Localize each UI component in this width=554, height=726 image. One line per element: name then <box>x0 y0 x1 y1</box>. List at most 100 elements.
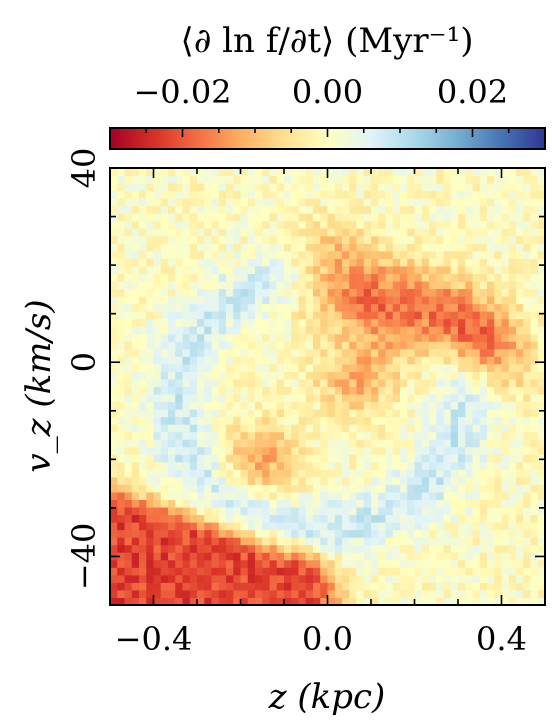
heatmap-cell <box>153 243 162 252</box>
heatmap-cell <box>537 243 545 252</box>
heatmap-cell <box>320 348 328 357</box>
heatmap-cell <box>168 168 176 177</box>
heatmap-cell <box>465 522 473 531</box>
heatmap-cell <box>320 168 328 177</box>
heatmap-cell <box>523 484 531 493</box>
heatmap-cell <box>436 454 444 463</box>
heatmap-cell <box>175 567 183 576</box>
heatmap-cell <box>131 190 140 199</box>
heatmap-cell <box>131 461 140 470</box>
heatmap-cell <box>153 205 162 214</box>
heatmap-cell <box>385 296 394 305</box>
heatmap-cell <box>479 281 488 290</box>
heatmap-cell <box>146 461 154 470</box>
heatmap-cell <box>160 469 169 478</box>
heatmap-cell <box>334 235 343 244</box>
heatmap-cell <box>458 168 466 177</box>
heatmap-cell <box>160 250 169 259</box>
heatmap-cell <box>298 537 307 546</box>
heatmap-cell <box>407 273 415 282</box>
heatmap-cell <box>189 378 198 387</box>
heatmap-cell <box>523 476 531 485</box>
heatmap-cell <box>197 544 205 553</box>
heatmap-cell <box>400 446 408 455</box>
heatmap-cell <box>131 168 140 177</box>
heatmap-cell <box>508 258 517 267</box>
heatmap-cell <box>479 589 488 598</box>
heatmap-cell <box>168 544 176 553</box>
heatmap-cell <box>189 552 198 561</box>
heatmap-cell <box>450 288 459 297</box>
heatmap-cell <box>472 175 481 184</box>
heatmap-cell <box>371 378 379 387</box>
heatmap-cell <box>182 597 191 605</box>
heatmap-cell <box>356 522 365 531</box>
heatmap-cell <box>117 507 125 516</box>
heatmap-cell <box>320 597 328 605</box>
heatmap-cell <box>284 514 292 523</box>
heatmap-cell <box>139 288 147 297</box>
heatmap-cell <box>168 491 176 501</box>
heatmap-cell <box>363 213 372 222</box>
heatmap-cell <box>392 175 401 184</box>
heatmap-cell <box>371 552 379 561</box>
heatmap-cell <box>494 552 502 561</box>
heatmap-cell <box>175 311 183 320</box>
heatmap-cell <box>400 175 408 184</box>
heatmap-cell <box>516 220 524 229</box>
heatmap-cell <box>320 416 328 425</box>
heatmap-cell <box>537 235 545 244</box>
heatmap-cell <box>356 469 365 478</box>
heatmap-cell <box>494 597 502 605</box>
heatmap-cell <box>218 356 227 365</box>
heatmap-cell <box>320 499 328 508</box>
heatmap-cell <box>327 198 336 207</box>
heatmap-cell <box>284 589 292 598</box>
heatmap-cell <box>276 469 285 478</box>
heatmap-cell <box>371 491 379 501</box>
heatmap-cell <box>349 499 357 508</box>
heatmap-cell <box>182 544 191 553</box>
heatmap-cell <box>211 198 220 207</box>
heatmap-cell <box>414 348 423 357</box>
heatmap-cell <box>218 491 227 501</box>
heatmap-cell <box>197 333 205 342</box>
heatmap-cell <box>110 205 118 214</box>
heatmap-cell <box>458 288 466 297</box>
heatmap-cell <box>197 258 205 267</box>
heatmap-cell <box>291 235 299 244</box>
heatmap-cell <box>197 235 205 244</box>
heatmap-cell <box>371 409 379 418</box>
heatmap-cell <box>146 273 154 282</box>
heatmap-cell <box>298 318 307 327</box>
heatmap-cell <box>414 394 423 403</box>
heatmap-cell <box>508 589 517 598</box>
heatmap-cell <box>320 213 328 222</box>
heatmap-cell <box>313 243 321 252</box>
heatmap-cell <box>487 213 495 222</box>
heatmap-cell <box>421 484 430 493</box>
heatmap-cell <box>443 168 452 177</box>
heatmap-cell <box>276 597 285 605</box>
heatmap-cell <box>276 507 285 516</box>
heatmap-cell <box>233 363 241 372</box>
heatmap-cell <box>494 499 502 508</box>
heatmap-cell <box>117 484 125 493</box>
heatmap-cell <box>110 243 118 252</box>
heatmap-cell <box>530 514 539 523</box>
heatmap-cell <box>255 198 263 207</box>
heatmap-cell <box>218 318 227 327</box>
heatmap-cell <box>472 537 481 546</box>
heatmap-cell <box>472 469 481 478</box>
heatmap-cell <box>385 303 394 312</box>
heatmap-cell <box>233 175 241 184</box>
heatmap-cell <box>131 348 140 357</box>
heatmap-cell <box>197 401 205 410</box>
heatmap-cell <box>139 190 147 199</box>
heatmap-cell <box>247 499 256 508</box>
heatmap-cell <box>334 341 343 350</box>
heatmap-cell <box>501 582 510 591</box>
heatmap-cell <box>313 589 321 598</box>
heatmap-cell <box>392 514 401 523</box>
heatmap-cell <box>508 386 517 395</box>
